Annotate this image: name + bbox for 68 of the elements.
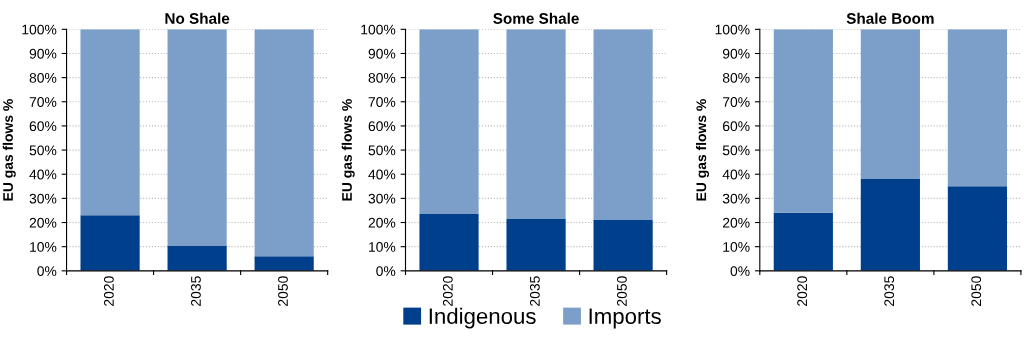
- y-tick-label: 50%: [722, 145, 750, 156]
- y-axis-title: EU gas flows %: [2, 99, 16, 201]
- y-tick-label: 90%: [368, 48, 396, 59]
- chart-title: Shale Boom: [846, 12, 934, 24]
- y-tick-label: 20%: [368, 217, 396, 228]
- y-tick-label: 10%: [723, 242, 750, 252]
- bar: [254, 29, 314, 257]
- legend-label: Imports: [589, 308, 661, 329]
- bar: [773, 212, 833, 271]
- bar: [506, 218, 566, 271]
- bar: [167, 245, 227, 271]
- y-tick-label: 20%: [722, 217, 750, 228]
- y-tick-label: 60%: [29, 121, 57, 132]
- y-tick-label: 40%: [722, 169, 750, 180]
- bar: [419, 29, 479, 215]
- x-tick-label: 2020: [103, 276, 114, 306]
- y-tick-label: 100%: [22, 24, 57, 35]
- bar: [80, 29, 140, 216]
- bar: [593, 220, 653, 271]
- y-tick-label: 100%: [715, 24, 750, 35]
- y-axis-title: EU gas flows %: [341, 99, 355, 201]
- y-tick-label: 10%: [30, 242, 57, 252]
- bar: [167, 29, 227, 246]
- x-tick-label: 2050: [278, 276, 288, 306]
- x-tick-label: 2050: [617, 276, 627, 306]
- y-tick-label: 20%: [29, 217, 57, 228]
- bar: [254, 256, 314, 271]
- y-tick-label: 90%: [29, 48, 57, 59]
- x-tick-label: 2050: [971, 276, 982, 306]
- y-tick-label: 30%: [722, 193, 750, 204]
- y-tick-label: 50%: [368, 145, 396, 156]
- y-tick-label: 10%: [369, 242, 396, 252]
- y-tick-label: 80%: [722, 72, 750, 83]
- x-tick-label: 2035: [191, 276, 201, 306]
- chart-title: Some Shale: [493, 12, 579, 24]
- y-tick-label: 70%: [29, 97, 57, 107]
- y-tick-label: 0%: [376, 266, 396, 276]
- y-tick-label: 0%: [37, 266, 57, 276]
- bar: [773, 29, 833, 213]
- y-tick-label: 0%: [730, 266, 750, 276]
- y-tick-label: 80%: [29, 72, 57, 83]
- y-tick-label: 60%: [722, 121, 750, 132]
- y-tick-label: 80%: [368, 72, 396, 83]
- bar: [419, 214, 479, 271]
- bar: [860, 29, 920, 180]
- bar: [80, 215, 140, 271]
- y-tick-label: 100%: [361, 24, 396, 35]
- y-tick-label: 70%: [368, 97, 396, 107]
- chart-title: No Shale: [165, 12, 230, 24]
- y-tick-label: 90%: [722, 48, 750, 59]
- x-tick-label: 2035: [529, 276, 540, 306]
- x-tick-label: 2020: [797, 276, 808, 306]
- x-tick-label: 2020: [442, 276, 453, 306]
- y-tick-label: 40%: [29, 169, 57, 180]
- bar: [593, 29, 653, 221]
- legend-label: Indigenous: [429, 307, 536, 329]
- y-tick-label: 30%: [368, 193, 396, 204]
- y-tick-label: 70%: [723, 97, 750, 107]
- bar: [860, 179, 920, 271]
- y-tick-label: 60%: [368, 121, 396, 132]
- y-axis-title: EU gas flows %: [696, 99, 710, 201]
- y-tick-label: 50%: [29, 145, 57, 156]
- bar: [947, 29, 1007, 187]
- bar: [506, 29, 566, 219]
- x-tick-label: 2035: [884, 276, 895, 306]
- bar: [947, 186, 1007, 271]
- y-tick-label: 30%: [29, 193, 57, 204]
- y-tick-label: 40%: [368, 169, 396, 180]
